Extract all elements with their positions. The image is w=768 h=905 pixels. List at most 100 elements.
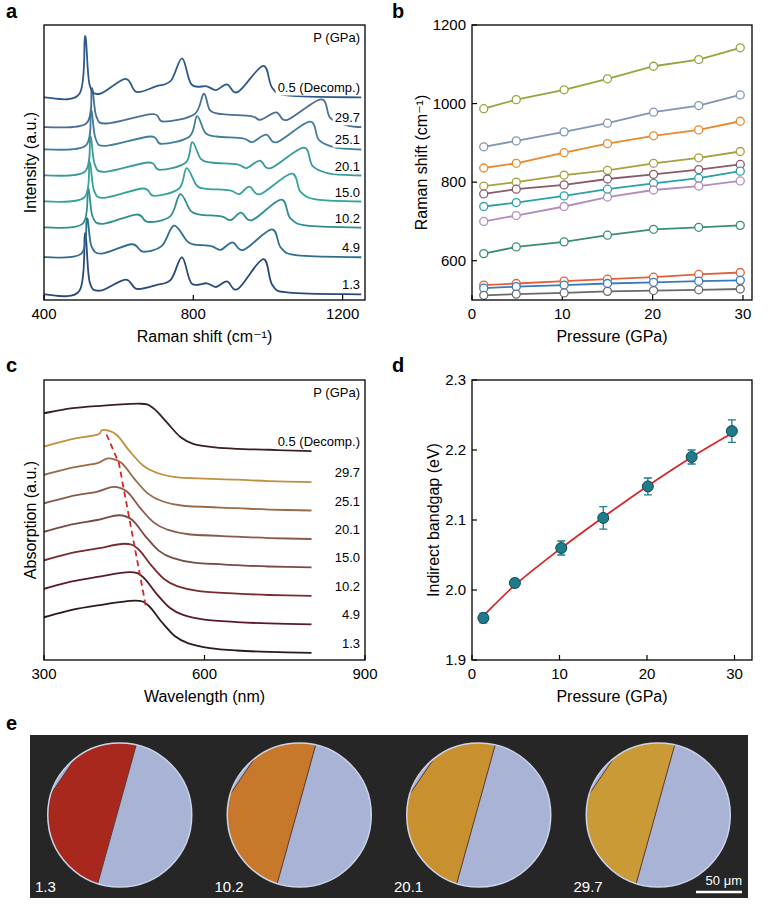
y-axis-title: Raman shift (cm⁻¹)	[413, 95, 430, 231]
point	[695, 182, 703, 190]
point	[650, 170, 658, 178]
x-tick-label: 600	[192, 665, 217, 682]
y-tick	[472, 182, 477, 183]
series-line	[44, 233, 361, 296]
x-axis-title: Pressure (GPa)	[556, 328, 667, 345]
point	[603, 166, 611, 174]
label-patch	[333, 159, 362, 174]
x-tick-label: 300	[31, 665, 56, 682]
point	[560, 128, 568, 136]
point	[650, 287, 658, 295]
point	[480, 143, 488, 151]
curve-label: 1.3	[342, 277, 360, 292]
point	[736, 276, 744, 284]
y-tick-label: 1.9	[445, 651, 466, 668]
point	[736, 269, 744, 277]
point	[736, 91, 744, 99]
y-tick-label: 1200	[433, 16, 466, 33]
scale-bar	[696, 891, 742, 894]
label-patch	[340, 240, 362, 255]
label-patch	[276, 80, 362, 95]
point	[650, 108, 658, 116]
series-line	[44, 188, 361, 227]
x-axis-title: Wavelength (nm)	[144, 688, 265, 705]
point	[695, 286, 703, 294]
point	[512, 283, 520, 291]
series-line	[484, 181, 741, 221]
point	[512, 212, 520, 220]
point	[480, 250, 488, 258]
point	[603, 140, 611, 148]
point	[603, 75, 611, 83]
point	[603, 185, 611, 193]
x-tick	[193, 295, 194, 300]
curve-label: 29.7	[335, 465, 360, 480]
point	[650, 278, 658, 286]
point	[736, 221, 744, 229]
point	[695, 174, 703, 182]
x-tick	[734, 655, 735, 660]
legend-title: P (GPa)	[313, 385, 360, 400]
point	[736, 177, 744, 185]
curve-label: 0.5 (Decomp.)	[278, 80, 360, 95]
point	[560, 149, 568, 157]
point	[512, 185, 520, 193]
series-line	[44, 458, 312, 510]
point	[695, 56, 703, 64]
curve-label: 10.2	[335, 579, 360, 594]
series-line	[44, 487, 312, 539]
y-tick-label: 800	[441, 173, 466, 190]
curve-label: 25.1	[335, 132, 360, 147]
point	[512, 96, 520, 104]
y-tick	[472, 449, 477, 450]
point	[560, 281, 568, 289]
point	[650, 186, 658, 194]
series-line	[44, 515, 312, 567]
label-patch	[333, 465, 362, 480]
x-tick-label: 10	[551, 665, 568, 682]
photo-label: 1.3	[35, 878, 56, 895]
point	[480, 105, 488, 113]
panel-letter: d	[392, 354, 404, 376]
point	[603, 280, 611, 288]
x-tick-label: 900	[352, 665, 377, 682]
x-tick-label: 30	[735, 305, 752, 322]
curve-label: 0.5 (Decomp.)	[278, 434, 360, 449]
series-line	[44, 430, 312, 482]
point	[560, 203, 568, 211]
point	[736, 117, 744, 125]
x-tick-label: 10	[554, 305, 571, 322]
point	[695, 154, 703, 162]
panel: e1.310.220.129.750 μm	[6, 712, 748, 905]
y-tick-label: 600	[441, 252, 466, 269]
plot-area	[480, 44, 745, 300]
point	[650, 132, 658, 140]
panel: a4008001200Raman shift (cm⁻¹)Intensity (…	[6, 0, 365, 345]
point	[603, 231, 611, 239]
series-line	[44, 136, 361, 175]
point	[480, 291, 488, 299]
label-patch	[340, 607, 362, 622]
series-line	[44, 110, 361, 149]
point	[650, 225, 658, 233]
curve-labels: 1.34.910.215.020.125.129.70.5 (Decomp.)	[276, 80, 362, 292]
view-rim	[48, 743, 192, 887]
point	[603, 193, 611, 201]
x-tick-label: 0	[468, 665, 476, 682]
point	[478, 613, 489, 624]
panel-letter: b	[392, 0, 404, 22]
point	[556, 543, 567, 554]
legend-title: P (GPa)	[313, 30, 360, 45]
point	[603, 175, 611, 183]
frame	[44, 380, 365, 660]
curve-label: 15.0	[335, 550, 360, 565]
point	[560, 289, 568, 297]
point	[736, 285, 744, 293]
y-tick-label: 1000	[433, 95, 466, 112]
panel: d01020301.92.02.12.22.3Pressure (GPa)Ind…	[392, 354, 752, 705]
point	[650, 62, 658, 70]
series-line	[44, 572, 312, 624]
view-rim	[586, 743, 730, 887]
point	[695, 102, 703, 110]
y-tick	[472, 589, 477, 590]
